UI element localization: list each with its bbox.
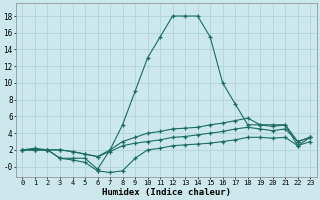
X-axis label: Humidex (Indice chaleur): Humidex (Indice chaleur) (102, 188, 231, 197)
